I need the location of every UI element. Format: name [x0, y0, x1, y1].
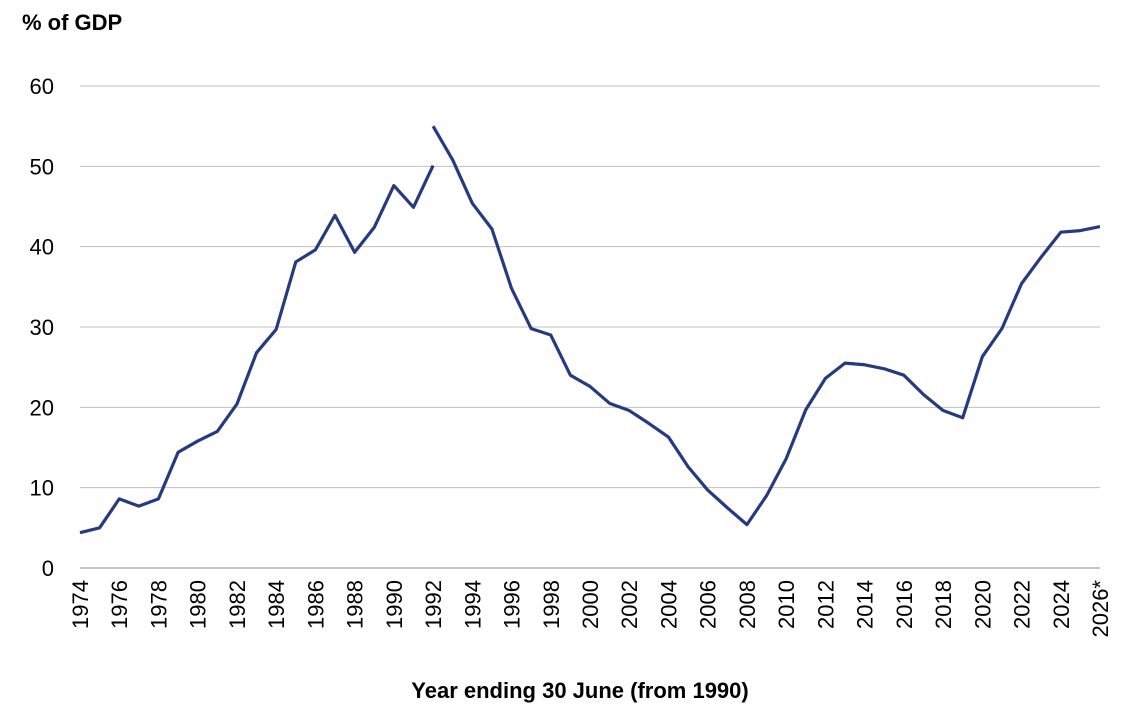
x-tick-label: 1996 — [500, 580, 525, 629]
x-axis-title: Year ending 30 June (from 1990) — [411, 678, 748, 703]
x-tick-label: 1982 — [225, 580, 250, 629]
x-tick-label: 2000 — [578, 580, 603, 629]
x-tick-label: 2012 — [813, 580, 838, 629]
y-tick-label: 20 — [30, 395, 54, 420]
x-tick-label: 1994 — [460, 580, 485, 629]
x-tick-label: 2006 — [696, 580, 721, 629]
x-tick-label: 2002 — [617, 580, 642, 629]
x-tick-label: 2026* — [1088, 580, 1113, 638]
x-tick-label: 2018 — [931, 580, 956, 629]
x-tick-label: 2022 — [1010, 580, 1035, 629]
y-tick-label: 10 — [30, 476, 54, 501]
x-tick-label: 2010 — [774, 580, 799, 629]
y-tick-label: 60 — [30, 74, 54, 99]
x-tick-label: 1976 — [107, 580, 132, 629]
x-tick-label: 1998 — [539, 580, 564, 629]
x-tick-label: 1978 — [146, 580, 171, 629]
x-tick-label: 1992 — [421, 580, 446, 629]
x-tick-label: 1974 — [68, 580, 93, 629]
y-tick-label: 0 — [42, 556, 54, 581]
data-line — [431, 125, 1101, 527]
x-tick-label: 2004 — [656, 580, 681, 629]
x-tick-label: 1984 — [264, 580, 289, 629]
x-tick-label: 2020 — [970, 580, 995, 629]
x-tick-label: 2016 — [892, 580, 917, 629]
data-line — [79, 164, 435, 535]
x-tick-label: 1980 — [186, 580, 211, 629]
x-tick-label: 1990 — [382, 580, 407, 629]
x-tick-label: 2024 — [1049, 580, 1074, 629]
x-tick-label: 2008 — [735, 580, 760, 629]
x-tick-label: 1986 — [303, 580, 328, 629]
y-tick-label: 50 — [30, 154, 54, 179]
y-axis-title: % of GDP — [22, 10, 122, 35]
x-tick-label: 2014 — [853, 580, 878, 629]
y-tick-label: 30 — [30, 315, 54, 340]
y-tick-label: 40 — [30, 235, 54, 260]
x-tick-label: 1988 — [343, 580, 368, 629]
